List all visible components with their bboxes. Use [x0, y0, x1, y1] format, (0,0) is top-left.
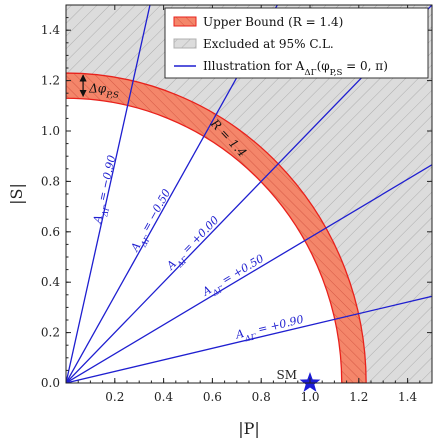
x-tick-label: 0.6: [203, 390, 222, 404]
delta-phi-label: ΔφP,S: [88, 82, 119, 101]
legend-label: Excluded at 95% C.L.: [203, 37, 334, 51]
y-tick-label: 1.2: [41, 74, 60, 88]
x-tick-label: 1.4: [398, 390, 417, 404]
legend-box: [164, 7, 429, 79]
x-tick-label: 1.0: [300, 390, 319, 404]
asymmetry-line-label: AΔΓ = −0.90: [91, 154, 122, 226]
x-tick-label: 0.8: [252, 390, 271, 404]
x-tick-label: 0.2: [105, 390, 124, 404]
asymmetry-line-label: AΔΓ = +0.50: [199, 252, 268, 302]
legend-label: Upper Bound (R = 1.4): [203, 15, 343, 29]
y-tick-label: 1.4: [41, 23, 60, 37]
legend-swatch: [173, 16, 197, 27]
asymmetry-line-label: AΔΓ = −0.50: [128, 187, 177, 256]
legend-label: Illustration for AΔΓ(φP,S = 0, π): [203, 59, 388, 78]
asymmetry-line: [66, 164, 432, 383]
y-axis-label: |S|: [7, 183, 26, 205]
x-axis-label: |P|: [238, 419, 260, 438]
x-tick-label: 0.4: [154, 390, 173, 404]
y-tick-label: 0.8: [41, 174, 60, 188]
asymmetry-line: [66, 295, 432, 383]
legend-swatch: [173, 38, 197, 49]
y-tick-label: 0.4: [41, 275, 60, 289]
y-tick-label: 0.0: [41, 376, 60, 390]
y-tick-label: 0.6: [41, 225, 60, 239]
asymmetry-line-label: AΔΓ = +0.00: [163, 214, 224, 276]
asymmetry-line: [66, 5, 432, 383]
y-tick-label: 1.0: [41, 124, 60, 138]
asymmetry-line: [66, 5, 151, 383]
y-tick-label: 0.2: [41, 326, 60, 340]
x-tick-label: 1.2: [349, 390, 368, 404]
sm-point-label: SM: [276, 368, 297, 382]
